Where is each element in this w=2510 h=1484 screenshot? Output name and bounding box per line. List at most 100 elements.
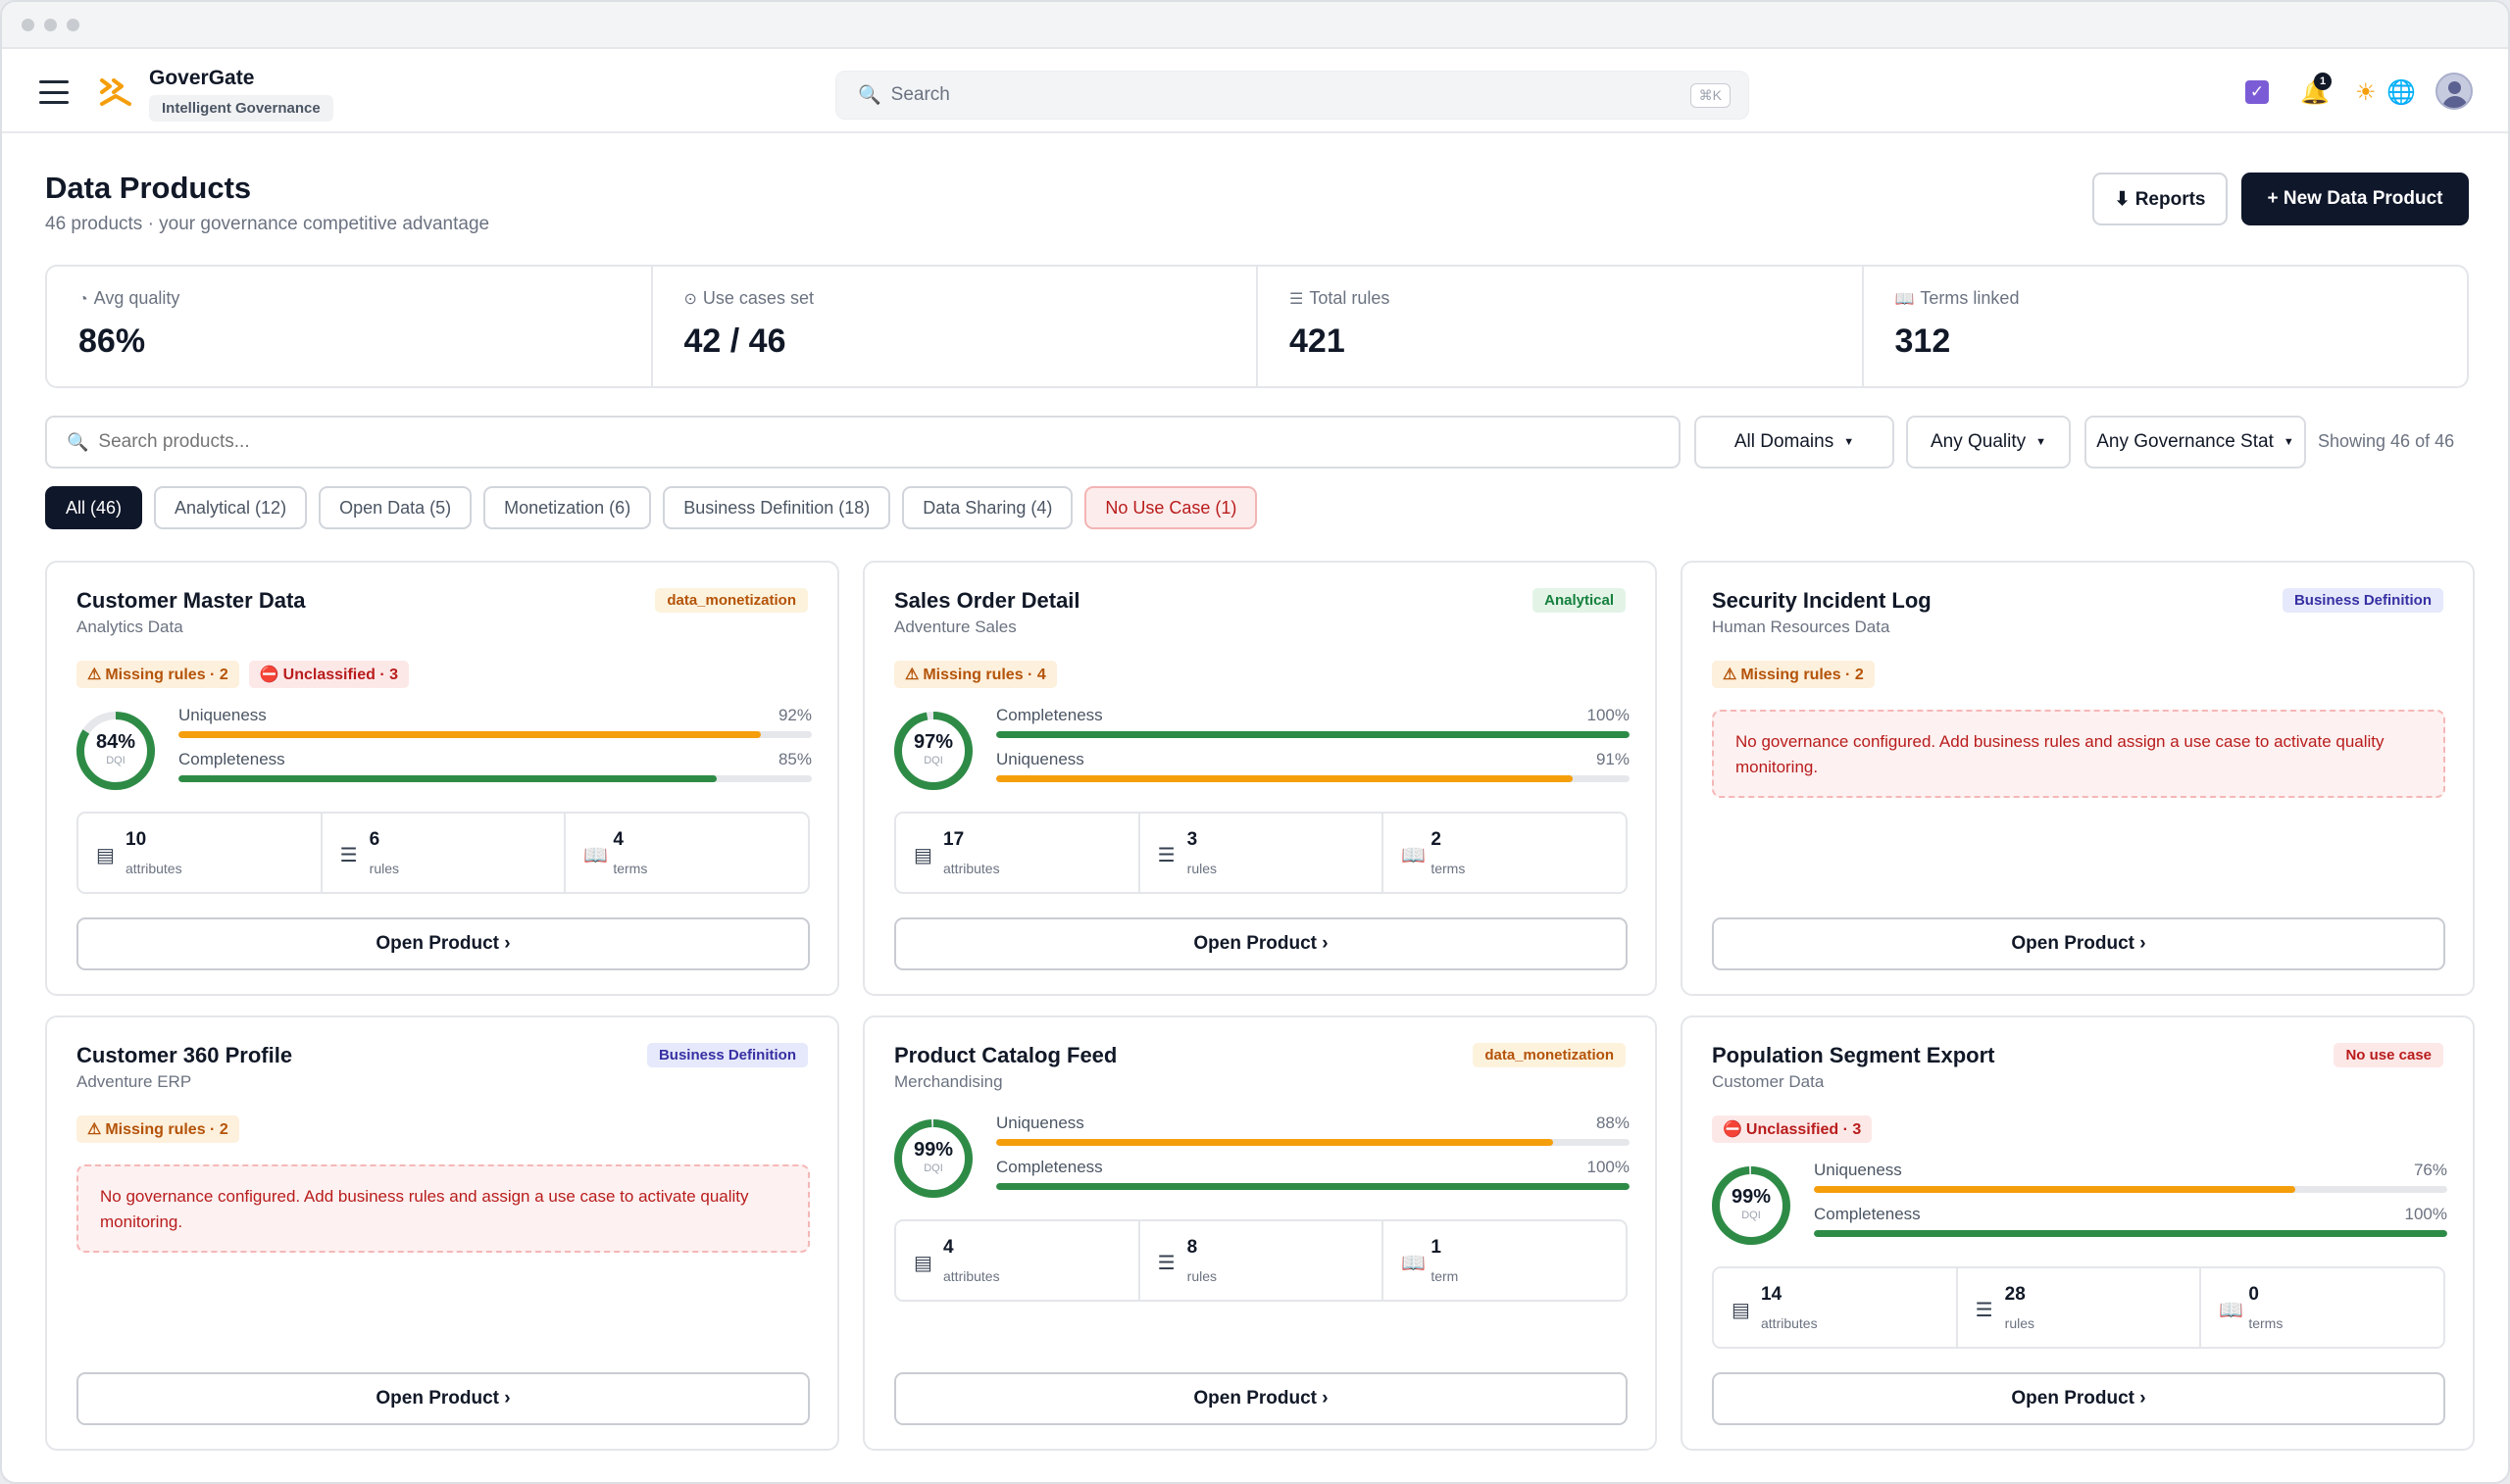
new-data-product-button[interactable]: + New Data Product xyxy=(2241,173,2469,225)
product-title[interactable]: Customer Master Data xyxy=(76,588,306,613)
product-title[interactable]: Sales Order Detail xyxy=(894,588,1080,613)
use-case-tag: Business Definition xyxy=(2282,588,2443,613)
count-cell[interactable]: ▤ 4 attributes xyxy=(896,1221,1140,1300)
open-product-button[interactable]: Open Product › xyxy=(76,1372,810,1425)
count-cell[interactable]: ☰ 3 rules xyxy=(1140,814,1384,892)
governance-filter[interactable]: Any Governance Stat ▼ xyxy=(2084,416,2306,469)
window-maximize-dot[interactable] xyxy=(67,18,79,31)
issue-badge[interactable]: ⛔ Unclassified · 3 xyxy=(248,661,410,688)
dqi-value: 99% xyxy=(913,1139,954,1161)
count-cell[interactable]: 📖 1 term xyxy=(1383,1221,1626,1300)
count-cell[interactable]: ☰ 6 rules xyxy=(323,814,567,892)
stat-label: Use cases set xyxy=(702,288,814,308)
dqi-ring: 99% DQI xyxy=(892,1117,975,1200)
count-cell[interactable]: ▤ 10 attributes xyxy=(78,814,323,892)
category-chips: All (46) Analytical (12) Open Data (5) Mone… xyxy=(45,486,1258,529)
count-value: 6 xyxy=(369,829,380,850)
menu-icon[interactable] xyxy=(39,80,69,104)
metric-bar-fill xyxy=(996,731,1630,738)
issue-badge[interactable]: ⚠ Missing rules · 4 xyxy=(894,661,1057,688)
filter-chip[interactable]: Data Sharing (4) xyxy=(902,486,1074,529)
metric-bar xyxy=(996,1183,1630,1190)
product-domain: Adventure ERP xyxy=(76,1072,192,1091)
open-product-button[interactable]: Open Product › xyxy=(894,917,1628,970)
issue-badge-label: Unclassified · 3 xyxy=(282,667,399,683)
metric-bar xyxy=(1814,1186,2447,1193)
count-cell[interactable]: ▤ 14 attributes xyxy=(1714,1268,1958,1347)
metric-bar-fill xyxy=(996,1139,1554,1146)
count-label: rules xyxy=(369,861,400,876)
metric-percent: 76% xyxy=(2413,1161,2447,1179)
window-close-dot[interactable] xyxy=(22,18,34,31)
top-bar: GoverGate Intelligent Governance 🔍 Searc… xyxy=(2,49,2508,133)
product-card: Population Segment Export Customer Data No… xyxy=(1681,1015,2475,1451)
stat-total-rules: ☰ Total rules 421 xyxy=(1258,267,1864,386)
product-search-input[interactable] xyxy=(98,431,1570,453)
filter-chip[interactable]: Analytical (12) xyxy=(154,486,308,529)
brand-name: GoverGate xyxy=(149,67,255,89)
issue-badge-label: Missing rules · 2 xyxy=(105,1121,228,1138)
domains-filter[interactable]: All Domains ▼ xyxy=(1694,416,1894,469)
quality-metric: Completeness 100% xyxy=(996,1158,1630,1202)
count-cell[interactable]: ▤ 17 attributes xyxy=(896,814,1140,892)
product-card: Customer 360 Profile Adventure ERP Busines… xyxy=(45,1015,839,1451)
window-minimize-dot[interactable] xyxy=(44,18,57,31)
metric-bar xyxy=(1814,1230,2447,1237)
product-title[interactable]: Customer 360 Profile xyxy=(76,1043,293,1067)
issue-badge[interactable]: ⚠ Missing rules · 2 xyxy=(76,661,239,688)
metric-name: Completeness xyxy=(1814,1205,1921,1223)
count-cell[interactable]: ☰ 28 rules xyxy=(1958,1268,2202,1347)
product-title[interactable]: Product Catalog Feed xyxy=(894,1043,1118,1067)
global-search[interactable]: 🔍 Search ⌘K xyxy=(835,71,1749,120)
open-product-button[interactable]: Open Product › xyxy=(1712,1372,2445,1425)
filter-chip[interactable]: Monetization (6) xyxy=(483,486,652,529)
open-product-button[interactable]: Open Product › xyxy=(894,1372,1628,1425)
product-title[interactable]: Security Incident Log xyxy=(1712,588,1932,613)
chevron-down-icon: ▼ xyxy=(1843,436,1855,448)
count-cell[interactable]: ☰ 8 rules xyxy=(1140,1221,1384,1300)
count-label: rules xyxy=(1186,1268,1218,1284)
product-counts: ▤ 4 attributes ☰ 8 rules 📖 1 term xyxy=(894,1219,1628,1302)
product-counts: ▤ 14 attributes ☰ 28 rules 📖 0 terms xyxy=(1712,1266,2445,1349)
count-cell[interactable]: 📖 0 terms xyxy=(2201,1268,2443,1347)
count-label: rules xyxy=(1186,861,1218,876)
filter-chip[interactable]: No Use Case (1) xyxy=(1084,486,1258,529)
metric-bar-fill xyxy=(178,731,762,738)
metric-percent: 92% xyxy=(778,706,812,724)
attributes-icon: ▤ xyxy=(96,845,115,866)
issue-badge[interactable]: ⚠ Missing rules · 2 xyxy=(76,1115,239,1143)
filter-chip[interactable]: Business Definition (18) xyxy=(663,486,891,529)
open-product-button[interactable]: Open Product › xyxy=(1712,917,2445,970)
quality-filter[interactable]: Any Quality ▼ xyxy=(1906,416,2071,469)
product-domain: Human Resources Data xyxy=(1712,618,1890,636)
metric-name: Uniqueness xyxy=(996,750,1084,768)
warning-icon: ⚠ xyxy=(905,667,920,683)
filter-chip[interactable]: Open Data (5) xyxy=(319,486,473,529)
metric-name: Completeness xyxy=(178,750,285,768)
filter-chip[interactable]: All (46) xyxy=(45,486,143,529)
sun-icon[interactable]: ☀ xyxy=(2355,79,2377,106)
product-domain: Analytics Data xyxy=(76,618,183,636)
quality-metric: Completeness 100% xyxy=(996,706,1630,750)
quality-metric: Uniqueness 76% xyxy=(1814,1161,2447,1205)
product-card: Security Incident Log Human Resources Dat… xyxy=(1681,561,2475,996)
count-label: rules xyxy=(2004,1315,2035,1331)
metric-bar-fill xyxy=(1814,1186,2295,1193)
open-product-button[interactable]: Open Product › xyxy=(76,917,810,970)
count-cell[interactable]: 📖 4 terms xyxy=(566,814,808,892)
reports-button[interactable]: ⬇ Reports xyxy=(2092,173,2228,225)
issue-badge[interactable]: ⛔ Unclassified · 3 xyxy=(1712,1115,1873,1143)
product-title[interactable]: Population Segment Export xyxy=(1712,1043,1995,1067)
issue-badge-label: Unclassified · 3 xyxy=(1745,1121,1862,1138)
avatar[interactable] xyxy=(2435,73,2473,110)
stats-panel: ◔ Avg quality 86% ⊙ Use cases set 42 / 46 … xyxy=(45,265,2469,388)
use-case-tag: Analytical xyxy=(1532,588,1626,613)
rules-icon: ☰ xyxy=(1975,1300,1993,1321)
count-cell[interactable]: 📖 2 terms xyxy=(1383,814,1626,892)
issue-badge[interactable]: ⚠ Missing rules · 2 xyxy=(1712,661,1875,688)
brand[interactable]: GoverGate Intelligent Governance xyxy=(149,67,333,122)
check-icon[interactable]: ✓ xyxy=(2245,80,2269,104)
globe-icon[interactable]: 🌐 xyxy=(2386,79,2416,106)
chevron-down-icon: ▼ xyxy=(2283,436,2294,448)
product-search[interactable]: 🔍 xyxy=(45,416,1681,469)
